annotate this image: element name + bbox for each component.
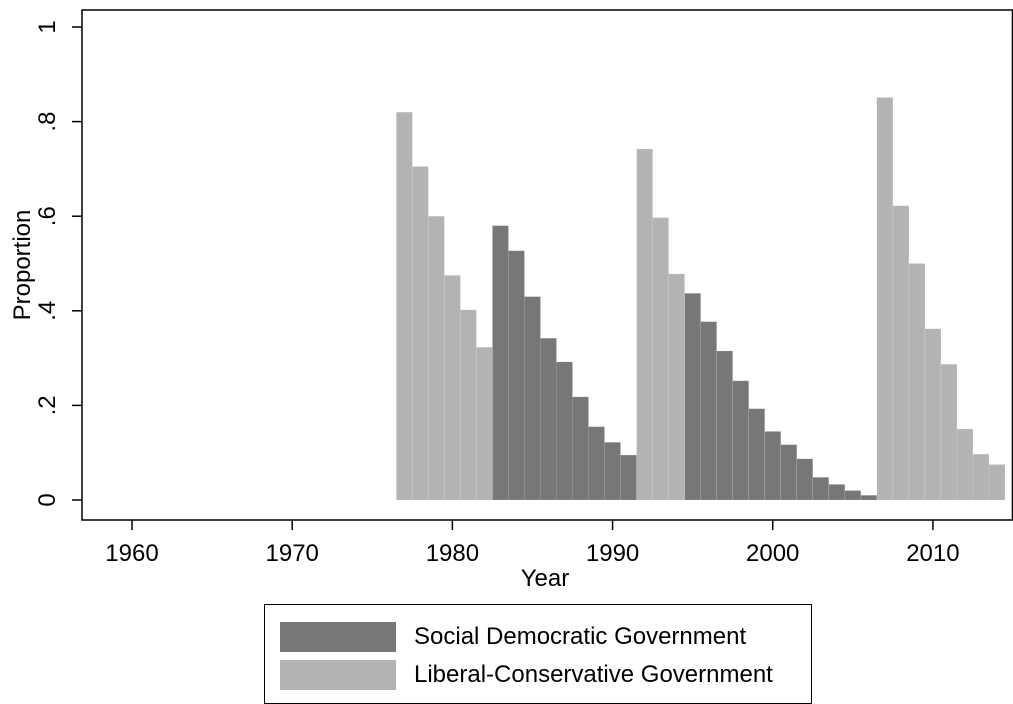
legend-label-social-democratic: Social Democratic Government — [414, 623, 747, 650]
legend-item-liberal-conservative: Liberal-Conservative Government — [280, 660, 800, 690]
bar-liberal-conservative-2011 — [940, 363, 958, 501]
bar-liberal-conservative-1992 — [636, 148, 653, 501]
bar-social-democratic-2002 — [796, 458, 814, 501]
bar-liberal-conservative-1979 — [428, 215, 445, 501]
bar-social-democratic-2006 — [860, 494, 878, 501]
bar-social-democratic-1989 — [588, 426, 605, 501]
bar-social-democratic-1997 — [716, 350, 733, 501]
x-axis-label: Year — [521, 565, 570, 592]
legend-swatch-social-democratic — [280, 622, 396, 652]
bar-social-democratic-1985 — [524, 296, 541, 501]
bar-liberal-conservative-2014 — [988, 464, 1006, 501]
legend-swatch-liberal-conservative — [280, 660, 396, 690]
bar-social-democratic-1991 — [620, 454, 637, 501]
y-tick-label-1: 1 — [34, 20, 61, 33]
bar-social-democratic-2004 — [828, 484, 846, 501]
bar-social-democratic-1996 — [700, 321, 717, 501]
bar-liberal-conservative-2010 — [924, 328, 942, 501]
bar-liberal-conservative-1993 — [652, 217, 669, 501]
bar-social-democratic-1988 — [572, 396, 589, 501]
bar-liberal-conservative-2007 — [876, 97, 894, 501]
legend: Social Democratic Government Liberal-Con… — [264, 604, 812, 704]
bar-social-democratic-2000 — [764, 431, 782, 501]
y-tick-label-.4: .4 — [34, 301, 61, 321]
bar-liberal-conservative-2009 — [908, 263, 926, 501]
bar-social-democratic-1990 — [604, 441, 621, 501]
y-axis-label: Proportion — [9, 210, 36, 321]
y-tick-label-.6: .6 — [34, 206, 61, 226]
bar-liberal-conservative-1978 — [412, 166, 429, 501]
legend-item-social-democratic: Social Democratic Government — [280, 622, 800, 652]
bar-liberal-conservative-2008 — [892, 205, 910, 501]
bar-social-democratic-1983 — [492, 225, 509, 501]
legend-label-liberal-conservative: Liberal-Conservative Government — [414, 661, 773, 688]
y-tick-label-.8: .8 — [34, 112, 61, 132]
bar-social-democratic-1998 — [732, 380, 750, 501]
bar-liberal-conservative-1994 — [668, 273, 685, 501]
bar-social-democratic-1984 — [508, 250, 525, 501]
x-tick-label-1960: 1960 — [105, 540, 158, 567]
y-tick-label-0: 0 — [34, 493, 61, 506]
bar-liberal-conservative-1981 — [460, 309, 477, 501]
x-tick-label-2000: 2000 — [746, 540, 799, 567]
x-tick-label-2010: 2010 — [906, 540, 959, 567]
y-tick-label-.2: .2 — [34, 395, 61, 415]
bar-liberal-conservative-1980 — [444, 275, 461, 501]
bar-social-democratic-2003 — [812, 476, 830, 501]
x-tick-label-1970: 1970 — [266, 540, 319, 567]
bar-liberal-conservative-1982 — [476, 346, 493, 501]
x-tick-label-1980: 1980 — [426, 540, 479, 567]
bar-liberal-conservative-1977 — [396, 111, 413, 501]
bar-liberal-conservative-2012 — [956, 428, 974, 501]
bar-social-democratic-1987 — [556, 361, 573, 501]
bar-liberal-conservative-2013 — [972, 453, 990, 501]
bar-social-democratic-1999 — [748, 408, 766, 501]
bar-social-democratic-2001 — [780, 444, 798, 501]
x-tick-label-1990: 1990 — [586, 540, 639, 567]
bar-social-democratic-1986 — [540, 337, 557, 501]
bar-social-democratic-2005 — [844, 490, 862, 501]
bar-social-democratic-1995 — [684, 292, 701, 501]
